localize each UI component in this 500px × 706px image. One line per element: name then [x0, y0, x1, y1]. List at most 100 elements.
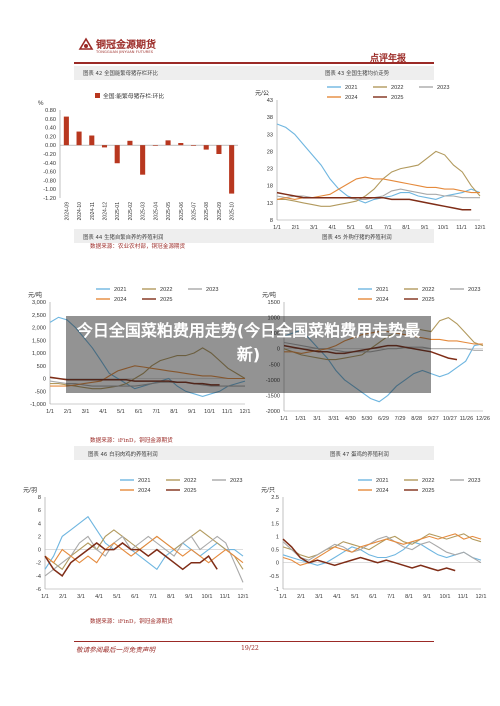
chart42-xtick-label: 2024-10 — [77, 202, 83, 221]
chart45-xtick-label: 9/27 — [428, 416, 439, 422]
chart42-ytick-label: -1.00 — [43, 187, 56, 193]
chart46-xtick-label: 3/1 — [77, 594, 85, 600]
chart45-xtick-label: 3/1 — [313, 416, 321, 422]
chart44-ytick-label: 1,000 — [32, 351, 46, 357]
chart45-xtick-label: 6/29 — [378, 416, 389, 422]
chart45-xtick-label: 12/26 — [476, 416, 490, 422]
chart47-ytick-label: 0 — [276, 561, 279, 567]
chart-title-43: 图表 43 全国生猪均价走势 — [325, 71, 390, 77]
chart42-xtick-label: 2025-08 — [204, 202, 210, 221]
chart45-legend-label: 2025 — [422, 297, 434, 303]
company-name-en: TONGGUAN JINYUAN FUTURES — [96, 50, 154, 54]
chart45-xtick-label: 11/26 — [460, 416, 474, 422]
chart46-xtick-label: 7/1 — [149, 594, 157, 600]
chart42-bar-2025-07 — [190, 145, 197, 146]
section-title-bar — [74, 446, 434, 460]
chart46-series-2024-line — [44, 535, 244, 564]
chart-title-45: 图表 45 外购仔猪的养殖利润 — [322, 235, 392, 241]
chart42-y-unit: % — [38, 100, 44, 107]
chart44-xtick-label: 11/1 — [222, 409, 232, 415]
chart47-series-2025-line — [282, 538, 456, 572]
chart43-xtick-label: 3/1 — [310, 225, 318, 231]
chart46-series-2025-line — [44, 542, 218, 577]
chart-section-3: 图表 46 白羽肉鸡的养殖利润 图表 47 蛋鸡的养殖利润 数据来源：iFinD… — [74, 446, 434, 632]
chart45-xtick-label: 4/30 — [345, 416, 356, 422]
chart46-ytick-label: -2 — [36, 561, 41, 567]
chart42-xtick-label: 2024-09 — [64, 202, 70, 221]
chart46-legend-label: 2024 — [138, 488, 150, 494]
chart44-xtick-label: 7/1 — [152, 409, 160, 415]
chart47-xtick-label: 5/1 — [351, 594, 359, 600]
chart44-xtick-label: 1/1 — [46, 409, 54, 415]
chart44-xtick-label: 12/1 — [240, 409, 251, 415]
chart43-legend-label: 2023 — [437, 85, 449, 91]
chart42-xtick-label: 2025-05 — [166, 202, 172, 221]
chart45-series-2021-line — [283, 329, 484, 403]
chart47-xtick-label: 1/1 — [279, 594, 287, 600]
chart43-ytick-label: 38 — [267, 115, 273, 121]
chart44-series-2024-line — [50, 365, 245, 387]
chart47-legend-label: 2021 — [376, 478, 388, 484]
chart47-legend-label: 2024 — [376, 488, 388, 494]
chart46-xtick-label: 9/1 — [185, 594, 193, 600]
chart47-series-2023-line — [282, 535, 482, 564]
title-overlay — [66, 316, 431, 393]
chart46-series-2021-line — [44, 515, 244, 571]
chart46-ytick-label: 0 — [38, 548, 41, 554]
chart45-legend-label: 2021 — [376, 287, 388, 293]
chart42-legend-swatch — [95, 93, 100, 98]
chart42-bar-2024-09 — [63, 116, 69, 146]
chart46-legend-label: 2022 — [184, 478, 196, 484]
chart42-xtick-label: 2025-07 — [192, 202, 198, 221]
chart43-xtick-label: 4/1 — [328, 225, 336, 231]
chart43-series-2021-line — [276, 123, 481, 204]
chart42-bar-2025-06 — [178, 143, 184, 146]
chart44-series-2021-line — [49, 316, 246, 397]
chart42-xtick-label: 2025-04 — [153, 202, 159, 221]
chart46-xtick-label: 1/1 — [41, 594, 49, 600]
chart42-xtick-label: 2025-10 — [230, 202, 236, 221]
chart42-bar-2025-09 — [216, 145, 222, 154]
chart47-xtick-label: 10/1 — [440, 594, 451, 600]
chart42-ytick-label: 0.80 — [45, 108, 56, 114]
chart43-xtick-label: 11/1 — [456, 225, 466, 231]
chart43-ytick-label: 23 — [267, 167, 273, 173]
chart44-series-2023-line — [49, 380, 245, 387]
chart46-series-2023-line — [44, 535, 244, 583]
chart46-xtick-label: 5/1 — [113, 594, 121, 600]
chart44-ytick-label: -500 — [35, 389, 46, 395]
chart45-xtick-label: 10/27 — [443, 416, 457, 422]
chart45-xtick-label: 7/29 — [395, 416, 406, 422]
chart43-series-2022-line — [277, 150, 481, 207]
chart-section-1: 图表 42 全国能繁母猪存栏环比 图表 43 全国生猪均价走势 数据来源：农业农… — [74, 66, 434, 252]
chart47-ytick-label: 2 — [276, 508, 279, 514]
chart42-bar-2024-12 — [101, 145, 108, 148]
chart43-ytick-label: 28 — [267, 149, 273, 155]
chart43-legend-label: 2024 — [345, 95, 357, 101]
chart42-bar-2025-01 — [114, 145, 120, 164]
chart45-xtick-label: 1/31 — [295, 416, 306, 422]
chart46-xtick-label: 11/1 — [220, 594, 230, 600]
chart47-series-2024-line — [282, 533, 482, 566]
chart42-bar-2025-05 — [165, 140, 171, 146]
chart43-ytick-label: 33 — [267, 132, 273, 138]
chart47-legend-label: 2022 — [422, 478, 434, 484]
chart42-bar-2025-04 — [152, 145, 158, 146]
chart47-ytick-label: -0.5 — [269, 574, 279, 580]
chart46-ytick-label: -6 — [36, 587, 41, 593]
chart47-xtick-label: 9/1 — [423, 594, 431, 600]
chart46-legend-label: 2023 — [230, 478, 242, 484]
chart46-xtick-label: 6/1 — [131, 594, 139, 600]
chart45-legend-label: 2024 — [376, 297, 388, 303]
chart44-series-2022-line — [50, 347, 246, 390]
chart44-legend-label: 2021 — [114, 287, 126, 293]
chart43-xtick-label: 5/1 — [347, 225, 355, 231]
chart-section-2: 图表 44 生猪自繁自养的养殖利润 图表 45 外购仔猪的养殖利润 数据来源：i… — [74, 229, 434, 445]
chart47-series-2021-line — [282, 541, 482, 566]
chart45-series-2022-line — [283, 316, 484, 361]
chart45-ytick-label: -500 — [269, 362, 280, 368]
chart42-bar-2025-03 — [140, 145, 146, 175]
section-title-bar — [74, 229, 434, 243]
chart43-ytick-label: 43 — [267, 98, 273, 104]
